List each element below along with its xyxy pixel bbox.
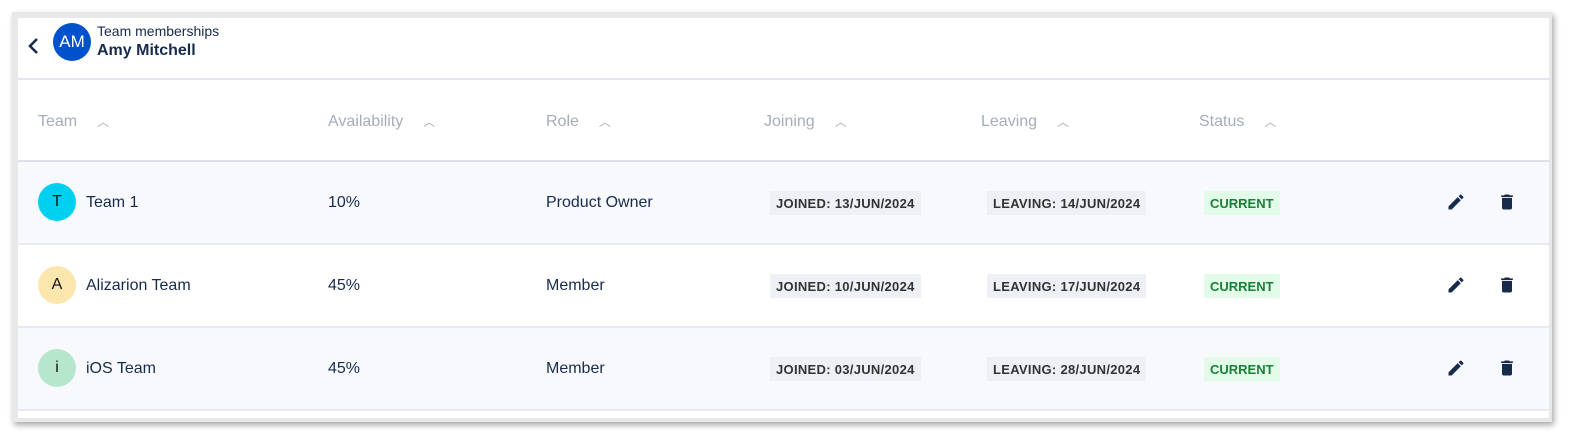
availability: 10% [328, 194, 361, 211]
pencil-icon[interactable] [1446, 192, 1466, 212]
table-header: Team ︿ Availability ︿ Role ︿ Joining ︿ Leavi… [18, 80, 1549, 162]
table-row: i iOS Team 45% Member JOINED: 03/JUN/202… [18, 328, 1549, 411]
chevron-up-icon: ︿ [834, 115, 847, 129]
column-header-status[interactable]: Status ︿ [1199, 113, 1276, 131]
header: AM Team memberships Amy Mitchell [18, 18, 1549, 80]
column-label: Status [1199, 113, 1245, 130]
avatar: AM [53, 23, 91, 61]
table-row: T Team 1 10% Product Owner JOINED: 13/JU… [18, 162, 1549, 245]
team-name: iOS Team [86, 360, 156, 377]
column-header-leaving[interactable]: Leaving ︿ [981, 113, 1069, 131]
column-header-team[interactable]: Team ︿ [38, 113, 109, 131]
chevron-up-icon: ︿ [97, 115, 110, 129]
trash-icon[interactable] [1497, 192, 1517, 212]
team-name: Team 1 [86, 194, 139, 211]
chevron-up-icon: ︿ [423, 115, 436, 129]
table-row: A Alizarion Team 45% Member JOINED: 10/J… [18, 245, 1549, 328]
page-subtitle: Team memberships [97, 23, 220, 39]
status-badge: CURRENT [1204, 191, 1280, 215]
status-badge: CURRENT [1204, 274, 1280, 298]
leaving-badge: LEAVING: 28/JUN/2024 [987, 357, 1147, 381]
trash-icon[interactable] [1497, 275, 1517, 295]
availability: 45% [328, 277, 361, 294]
column-header-joining[interactable]: Joining ︿ [764, 113, 847, 131]
leaving-badge: LEAVING: 14/JUN/2024 [987, 191, 1147, 215]
column-label: Role [546, 113, 579, 130]
column-label: Availability [328, 113, 404, 130]
team-memberships-panel: AM Team memberships Amy Mitchell Team ︿ A… [18, 18, 1549, 418]
team-avatar: i [38, 349, 76, 387]
joining-badge: JOINED: 10/JUN/2024 [770, 274, 921, 298]
team-name: Alizarion Team [86, 277, 191, 294]
role: Product Owner [546, 194, 653, 211]
role: Member [546, 360, 605, 377]
window-frame: AM Team memberships Amy Mitchell Team ︿ A… [12, 12, 1552, 422]
trash-icon[interactable] [1497, 358, 1517, 378]
leaving-badge: LEAVING: 17/JUN/2024 [987, 274, 1147, 298]
joining-badge: JOINED: 13/JUN/2024 [770, 191, 921, 215]
team-avatar: A [38, 266, 76, 304]
page-title: Amy Mitchell [97, 42, 196, 59]
team-avatar: T [38, 183, 76, 221]
joining-badge: JOINED: 03/JUN/2024 [770, 357, 921, 381]
chevron-up-icon: ︿ [1264, 115, 1277, 129]
column-header-availability[interactable]: Availability ︿ [328, 113, 435, 131]
chevron-left-icon[interactable] [24, 34, 44, 58]
availability: 45% [328, 360, 361, 377]
column-label: Team [38, 113, 78, 130]
chevron-up-icon: ︿ [598, 115, 611, 129]
chevron-up-icon: ︿ [1057, 115, 1070, 129]
column-header-role[interactable]: Role ︿ [546, 113, 611, 131]
column-label: Leaving [981, 113, 1038, 130]
status-badge: CURRENT [1204, 357, 1280, 381]
column-label: Joining [764, 113, 815, 130]
pencil-icon[interactable] [1446, 275, 1466, 295]
role: Member [546, 277, 605, 294]
pencil-icon[interactable] [1446, 358, 1466, 378]
